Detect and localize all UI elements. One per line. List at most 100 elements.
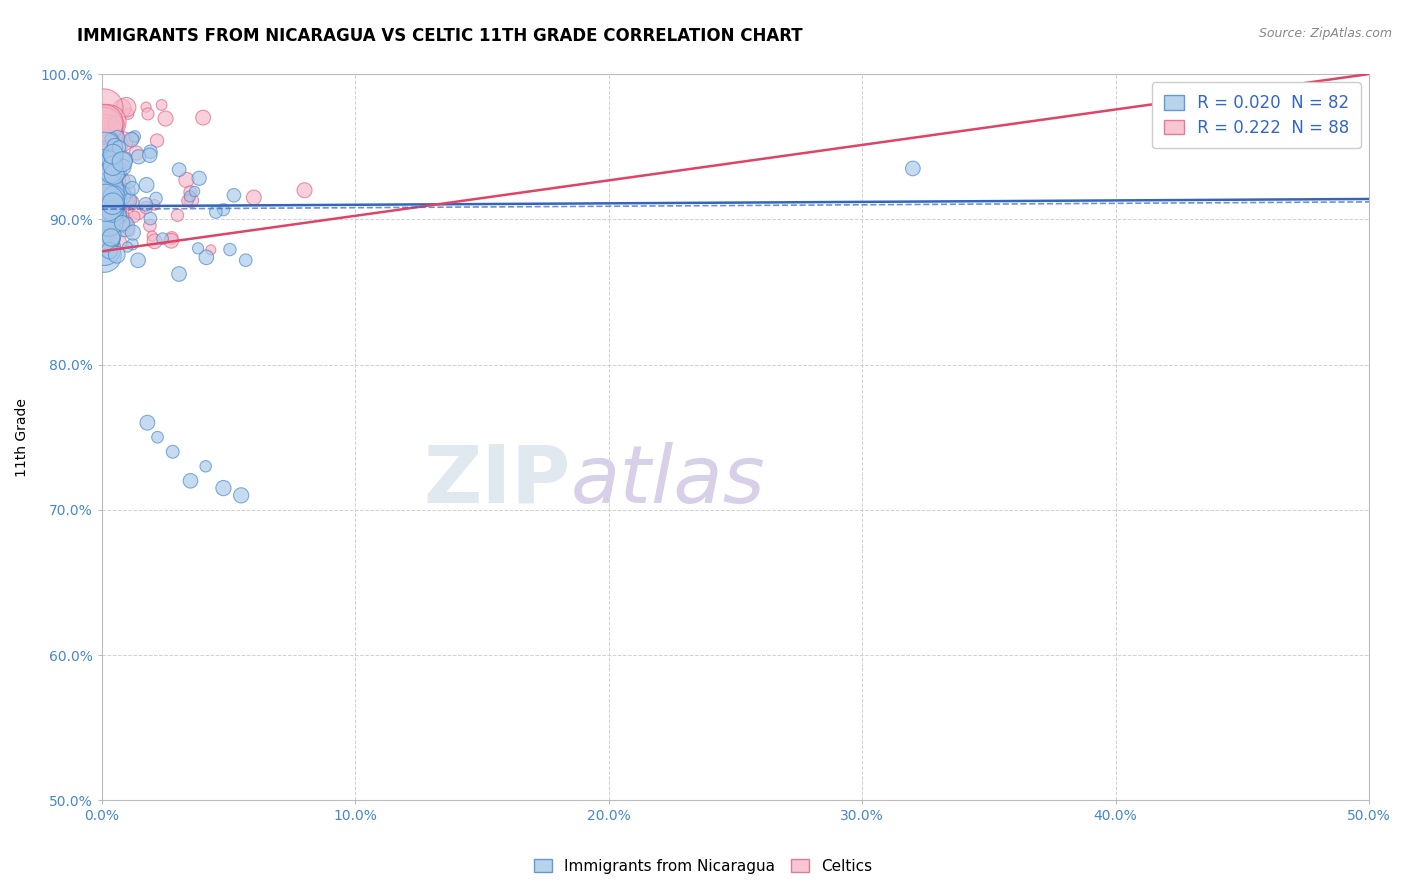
- Text: IMMIGRANTS FROM NICARAGUA VS CELTIC 11TH GRADE CORRELATION CHART: IMMIGRANTS FROM NICARAGUA VS CELTIC 11TH…: [77, 27, 803, 45]
- Point: [96, 173, 118, 187]
- Point: [139, 145, 162, 159]
- Point: [117, 240, 139, 254]
- Point: [107, 206, 129, 220]
- Point: [136, 416, 159, 430]
- Point: [150, 98, 173, 112]
- Point: [231, 488, 253, 502]
- Point: [143, 235, 166, 249]
- Point: [105, 117, 128, 131]
- Point: [128, 206, 150, 220]
- Point: [114, 219, 136, 234]
- Point: [187, 241, 209, 255]
- Point: [146, 134, 169, 148]
- Point: [93, 116, 115, 130]
- Point: [96, 127, 118, 141]
- Point: [100, 153, 122, 167]
- Point: [108, 174, 131, 188]
- Point: [98, 244, 121, 258]
- Point: [139, 219, 162, 233]
- Point: [121, 181, 143, 195]
- Point: [105, 218, 128, 232]
- Point: [98, 197, 121, 211]
- Point: [139, 211, 162, 226]
- Point: [103, 139, 125, 153]
- Point: [136, 107, 159, 121]
- Text: atlas: atlas: [571, 442, 765, 520]
- Point: [200, 243, 222, 257]
- Point: [901, 161, 924, 176]
- Point: [93, 119, 115, 133]
- Point: [110, 188, 132, 202]
- Point: [112, 153, 135, 167]
- Point: [135, 100, 157, 114]
- Point: [294, 183, 316, 197]
- Point: [103, 152, 125, 166]
- Point: [110, 186, 132, 201]
- Point: [111, 153, 134, 167]
- Point: [96, 163, 118, 178]
- Point: [118, 175, 141, 189]
- Point: [94, 195, 117, 210]
- Point: [117, 196, 139, 211]
- Point: [112, 160, 135, 174]
- Point: [97, 202, 120, 217]
- Point: [93, 157, 115, 171]
- Point: [152, 232, 174, 246]
- Point: [93, 101, 115, 115]
- Point: [103, 167, 125, 181]
- Point: [101, 196, 124, 211]
- Point: [124, 129, 146, 144]
- Point: [160, 234, 183, 248]
- Point: [176, 173, 198, 187]
- Point: [100, 198, 122, 212]
- Point: [93, 210, 115, 224]
- Point: [188, 171, 211, 186]
- Point: [93, 228, 115, 243]
- Point: [160, 231, 183, 245]
- Point: [122, 226, 145, 240]
- Point: [243, 190, 266, 204]
- Point: [96, 194, 118, 209]
- Point: [100, 132, 122, 146]
- Point: [98, 203, 121, 218]
- Point: [101, 147, 124, 161]
- Point: [108, 140, 131, 154]
- Point: [167, 162, 190, 177]
- Point: [96, 192, 118, 206]
- Point: [111, 135, 134, 149]
- Point: [135, 178, 157, 192]
- Point: [146, 430, 169, 444]
- Point: [145, 191, 167, 205]
- Point: [180, 194, 202, 208]
- Point: [98, 194, 121, 209]
- Point: [120, 133, 142, 147]
- Point: [96, 159, 118, 173]
- Point: [143, 198, 166, 212]
- Point: [101, 158, 124, 172]
- Point: [107, 209, 129, 223]
- Point: [114, 192, 136, 206]
- Point: [235, 253, 257, 268]
- Point: [212, 481, 235, 495]
- Point: [93, 112, 115, 126]
- Point: [117, 107, 139, 121]
- Point: [93, 202, 115, 216]
- Point: [104, 176, 127, 190]
- Point: [93, 190, 115, 204]
- Point: [219, 243, 242, 257]
- Point: [128, 150, 150, 164]
- Point: [103, 161, 125, 175]
- Point: [105, 248, 128, 262]
- Point: [100, 150, 122, 164]
- Point: [104, 188, 127, 202]
- Point: [93, 126, 115, 140]
- Point: [97, 211, 120, 225]
- Point: [139, 148, 162, 162]
- Point: [93, 185, 115, 199]
- Point: [179, 186, 201, 200]
- Point: [100, 165, 122, 179]
- Point: [98, 150, 121, 164]
- Point: [121, 131, 143, 145]
- Point: [103, 190, 125, 204]
- Point: [108, 136, 131, 151]
